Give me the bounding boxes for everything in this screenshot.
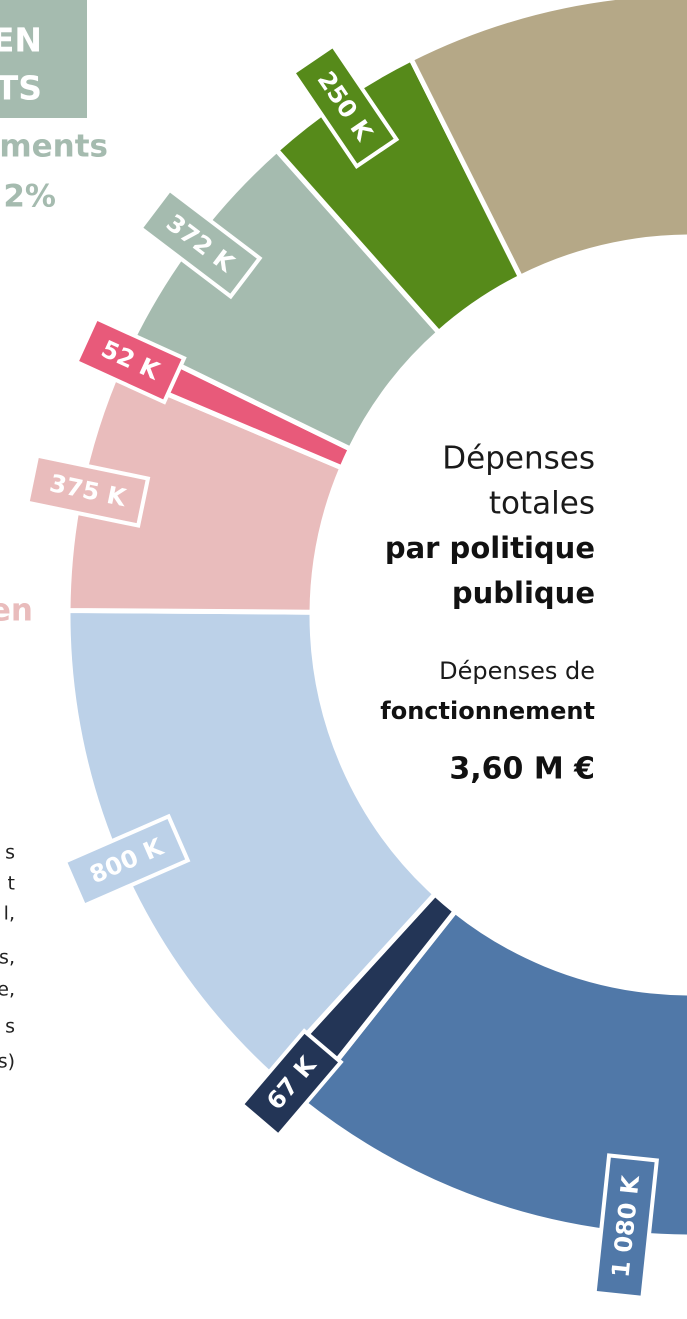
fragment-text: s) [0, 1051, 15, 1073]
fragment-text: s, [0, 947, 15, 969]
subtitle-line: fonctionnement [380, 697, 595, 725]
label-box [592, 1153, 659, 1301]
subtitle-line: Dépenses de [439, 657, 595, 685]
segment [65, 607, 439, 1078]
total: 3,60 M € [449, 752, 595, 787]
fragment-text: e, [0, 979, 15, 1001]
fragment-box [0, 0, 87, 118]
label-box [290, 42, 400, 170]
fragment-lines: stl,s,e,ss) [0, 842, 15, 1073]
donut [65, 0, 687, 1240]
fragment-text: l, [4, 903, 15, 925]
title-line: publique [452, 576, 595, 610]
title-line: Dépenses [442, 441, 595, 477]
fragment-text: ments [0, 129, 108, 165]
value-label: 1 080 K [592, 1153, 659, 1301]
fragment-text: TS [0, 69, 42, 108]
label-box [137, 187, 263, 300]
fragment-text: EN [0, 21, 42, 60]
label-box [62, 813, 191, 909]
fragment-text: s [5, 842, 15, 864]
fragment-text: 2% [3, 179, 56, 215]
value-label: 375 K [25, 453, 151, 528]
title-line: totales [489, 486, 595, 522]
fragment-text: t [8, 873, 15, 895]
segment [300, 907, 687, 1240]
label-box [238, 1028, 344, 1139]
fragment-text: en [0, 593, 33, 629]
label-box [73, 315, 187, 405]
value-label: 52 K [73, 315, 187, 405]
segment [407, 0, 687, 281]
title-line: par politique [385, 531, 595, 565]
label-box [25, 453, 151, 528]
fragment-text: s [5, 1016, 15, 1038]
